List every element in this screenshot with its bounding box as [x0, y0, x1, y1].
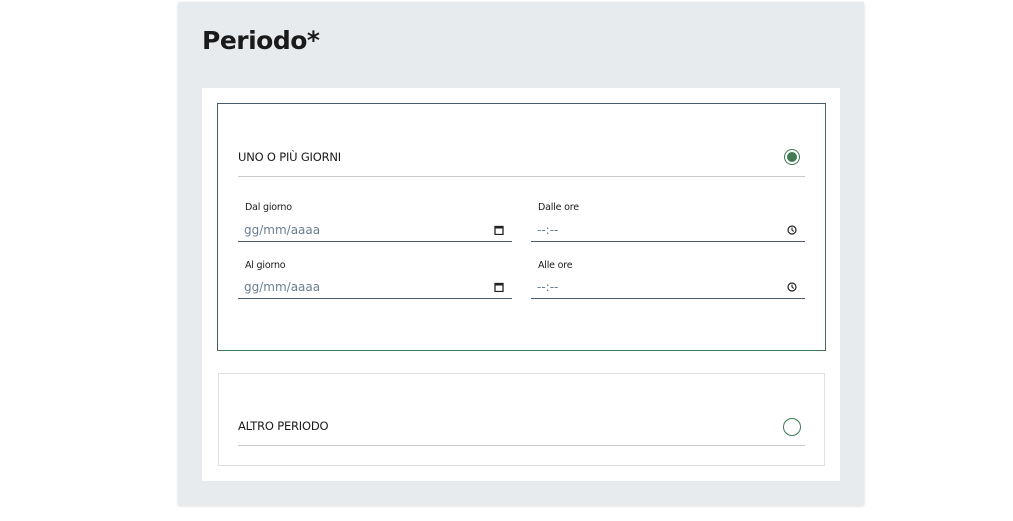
option-label-other: ALTRO PERIODO	[238, 419, 329, 433]
divider	[238, 176, 805, 177]
option-card-days[interactable]	[217, 103, 826, 351]
from-time-input[interactable]: --:--	[531, 220, 805, 242]
to-time-input[interactable]: --:--	[531, 277, 805, 299]
option-label-days: UNO O PIÙ GIORNI	[238, 150, 341, 164]
page-title: Periodo*	[202, 26, 320, 55]
to-time-label: Alle ore	[538, 260, 573, 271]
radio-days[interactable]	[784, 149, 800, 165]
calendar-icon[interactable]	[494, 282, 504, 292]
from-time-label: Dalle ore	[538, 202, 579, 213]
calendar-icon[interactable]	[494, 225, 504, 235]
option-card-other[interactable]	[218, 373, 825, 466]
to-date-label: Al giorno	[245, 260, 286, 271]
radio-other[interactable]	[783, 418, 801, 436]
to-date-input[interactable]: gg/mm/aaaa	[238, 277, 512, 299]
from-date-label: Dal giorno	[245, 202, 292, 213]
clock-icon[interactable]	[787, 282, 797, 292]
clock-icon[interactable]	[787, 225, 797, 235]
from-date-input[interactable]: gg/mm/aaaa	[238, 220, 512, 242]
divider	[238, 445, 805, 446]
